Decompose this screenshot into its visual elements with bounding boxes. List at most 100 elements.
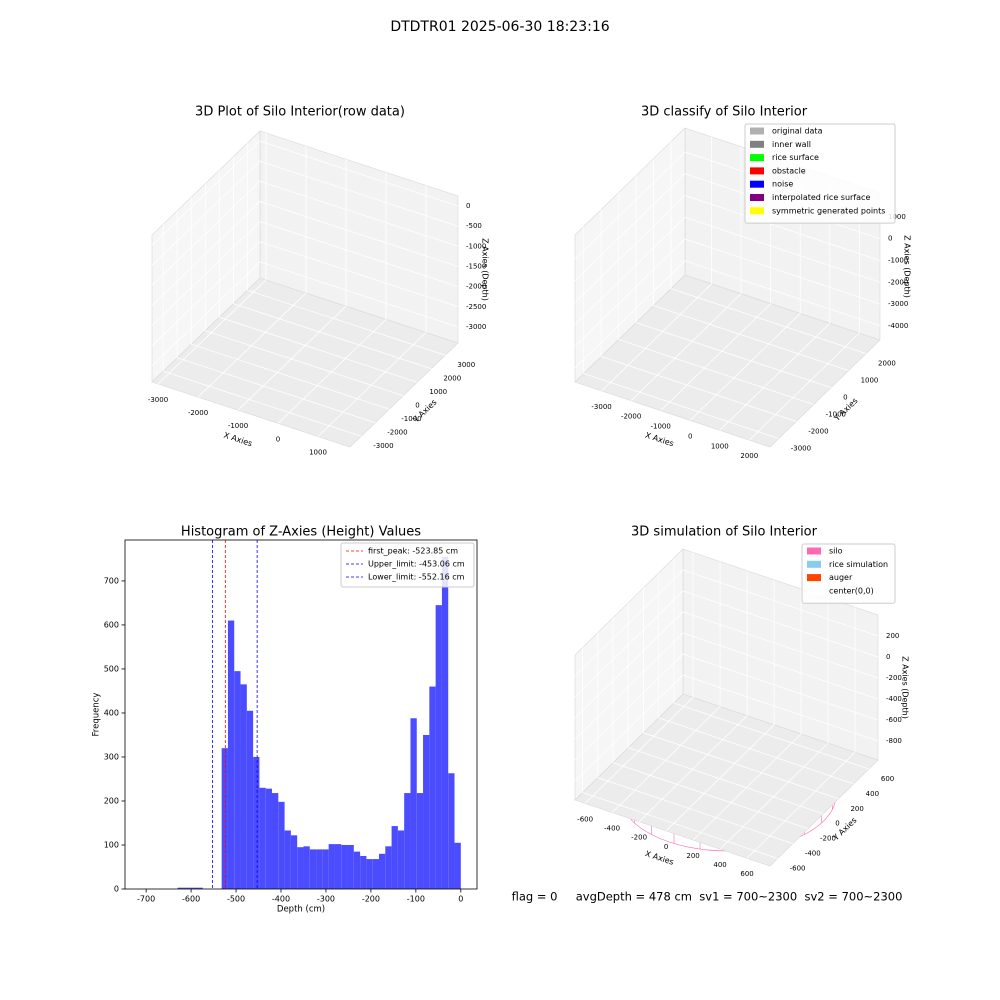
grid-line bbox=[151, 140, 459, 246]
x-tick-label: 0 bbox=[276, 435, 280, 443]
x-tick-label: -2000 bbox=[188, 409, 208, 417]
grid-line bbox=[630, 146, 742, 401]
grid-line bbox=[627, 602, 824, 815]
y-tick-label: -600 bbox=[790, 865, 806, 873]
bar bbox=[259, 787, 266, 889]
grid-line bbox=[643, 587, 839, 800]
legend-label: first_peak: -523.85 cm bbox=[368, 547, 458, 556]
bar bbox=[272, 793, 279, 889]
bar bbox=[234, 671, 241, 889]
chart-title: 3D simulation of Silo Interior bbox=[631, 525, 818, 540]
legend-swatch bbox=[807, 560, 821, 568]
grid-line bbox=[574, 611, 879, 719]
grid-line bbox=[574, 216, 881, 325]
grid-line bbox=[638, 570, 748, 822]
bar bbox=[278, 801, 285, 889]
bar bbox=[391, 826, 398, 889]
z-tick-label: -1000 bbox=[466, 242, 486, 250]
y-tick-label: 300 bbox=[104, 752, 119, 761]
x-tick-label: -200 bbox=[631, 834, 647, 842]
figure-title: DTDTR01 2025-06-30 18:23:16 bbox=[390, 19, 609, 35]
z-tick-label: 0 bbox=[888, 235, 892, 243]
y-tick-label: -3000 bbox=[791, 445, 811, 453]
legend-swatch bbox=[750, 154, 764, 162]
legend-swatch bbox=[750, 180, 764, 188]
legend-swatch bbox=[750, 207, 764, 215]
y-axis-label: Frequency bbox=[92, 693, 102, 737]
x-tick-label: -2000 bbox=[621, 413, 641, 421]
legend-swatch bbox=[750, 194, 764, 201]
grid-line bbox=[719, 598, 829, 850]
grid-line bbox=[151, 160, 459, 266]
z-tick-label: -2000 bbox=[466, 283, 486, 291]
grid-line bbox=[176, 210, 376, 424]
y-tick-label: 200 bbox=[850, 805, 863, 813]
grid-line bbox=[232, 156, 432, 370]
y-tick-label: 400 bbox=[104, 708, 119, 717]
legend-label: rice surface bbox=[772, 153, 819, 162]
z-axis-label: Z Axies (Depth) bbox=[903, 235, 912, 298]
x-tick-label: 1000 bbox=[309, 448, 327, 456]
legend-swatch bbox=[750, 127, 764, 135]
y-tick-label: -200 bbox=[820, 835, 836, 843]
bar bbox=[423, 734, 430, 889]
grid-line bbox=[204, 183, 404, 397]
bar bbox=[290, 835, 298, 889]
bar bbox=[221, 748, 228, 889]
bar bbox=[347, 844, 354, 889]
grid-line bbox=[612, 617, 809, 830]
legend-box bbox=[744, 123, 896, 224]
bar bbox=[265, 788, 273, 889]
z-tick-label: -1500 bbox=[466, 262, 486, 270]
grid-line bbox=[635, 175, 832, 388]
y-tick-label: 0 bbox=[843, 394, 847, 402]
z-tick-label: -500 bbox=[466, 222, 482, 230]
bar bbox=[297, 847, 304, 889]
bar bbox=[366, 859, 373, 889]
bar bbox=[360, 855, 367, 889]
y-tick-label: 3000 bbox=[457, 361, 475, 369]
z-tick-label: -600 bbox=[886, 716, 902, 724]
bar bbox=[177, 887, 184, 889]
bar bbox=[240, 684, 247, 889]
legend-label: inner wall bbox=[772, 140, 811, 149]
plot-frame bbox=[124, 539, 478, 890]
grid-line bbox=[151, 201, 459, 306]
y-tick-label: -1000 bbox=[826, 411, 846, 419]
bar bbox=[334, 844, 342, 889]
y-tick-label: 600 bbox=[104, 620, 119, 629]
x-tick-label: 0 bbox=[664, 843, 668, 851]
legend-label: Lower_limit: -552.16 cm bbox=[368, 573, 465, 582]
grid-line bbox=[277, 172, 387, 424]
bar bbox=[183, 887, 191, 889]
bar bbox=[246, 710, 254, 889]
chart-title: 3D classify of Silo Interior bbox=[641, 105, 808, 120]
grid-line bbox=[574, 569, 879, 677]
bar bbox=[435, 605, 442, 889]
x-tick-label: -3000 bbox=[591, 403, 611, 411]
y-tick-label: 2000 bbox=[443, 375, 461, 383]
legend-swatch bbox=[807, 587, 821, 595]
legend-label: center(0,0) bbox=[829, 586, 874, 595]
z-tick-label: -1000 bbox=[888, 257, 908, 265]
z-tick-label: 1000 bbox=[888, 213, 906, 221]
x-tick-label: -300 bbox=[317, 895, 335, 904]
grid-line bbox=[157, 133, 267, 385]
grid-line bbox=[574, 653, 879, 761]
bar bbox=[316, 849, 323, 889]
y-tick-label: -2000 bbox=[387, 429, 407, 437]
x-tick-label: 200 bbox=[686, 852, 699, 860]
bar bbox=[397, 830, 405, 889]
grid-line bbox=[162, 224, 362, 437]
z-tick-label: 0 bbox=[886, 653, 890, 661]
z-axis-label: Z Axies (Depth) bbox=[481, 238, 490, 301]
bar bbox=[378, 853, 386, 889]
grid-line bbox=[151, 241, 459, 347]
bar bbox=[385, 846, 392, 889]
z-tick-label: 200 bbox=[886, 632, 899, 640]
grid-line bbox=[584, 552, 694, 804]
grid-line bbox=[601, 136, 712, 392]
legend-label: silo bbox=[829, 547, 843, 556]
grid-line bbox=[246, 143, 446, 356]
pane bbox=[574, 548, 684, 801]
